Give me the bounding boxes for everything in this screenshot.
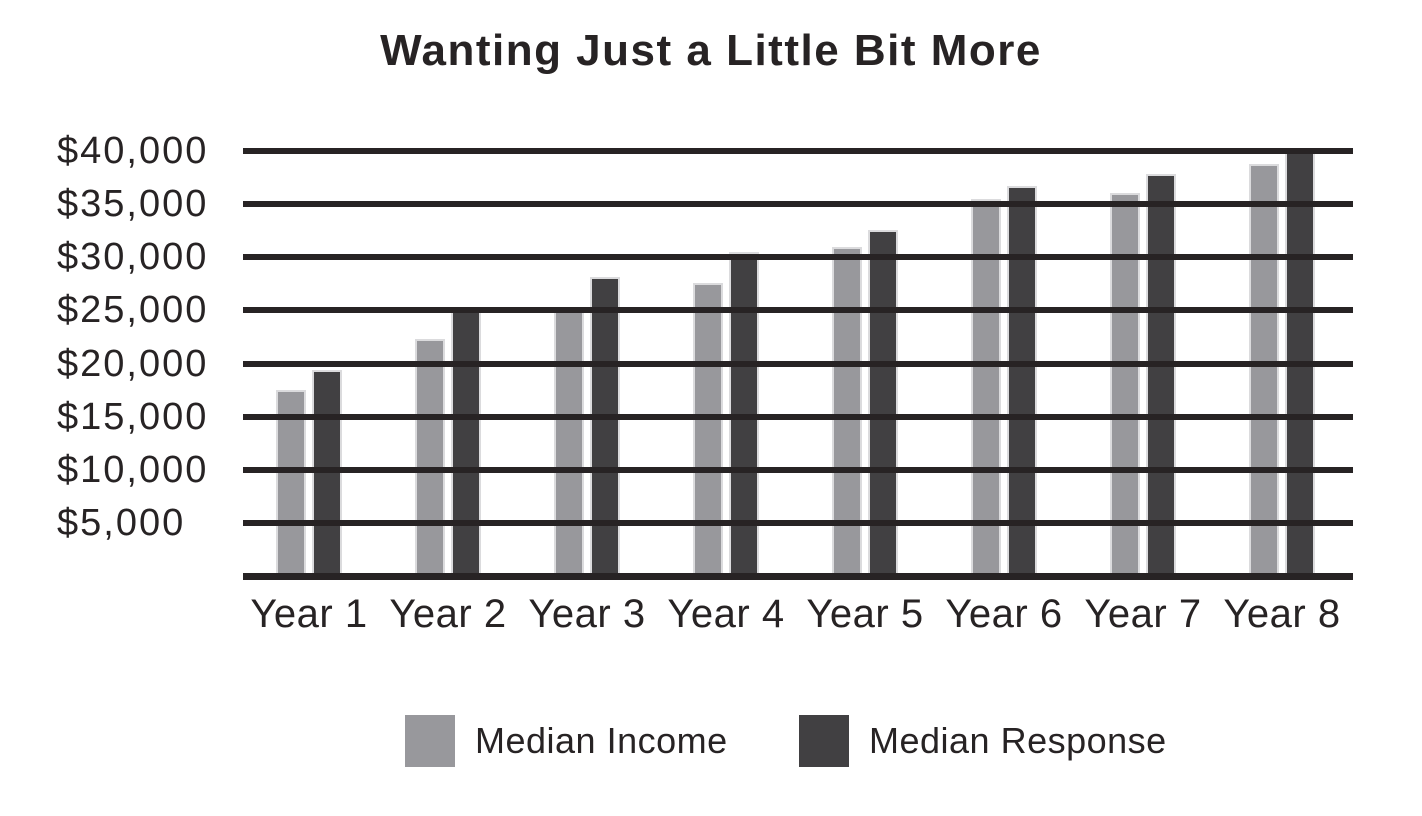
x-axis-tick-label: Year 2 [389, 592, 507, 636]
legend-item-median-response: Median Response [799, 715, 1167, 767]
gridline [243, 201, 1353, 208]
gridline [243, 254, 1353, 261]
bar-median-response [1146, 174, 1176, 576]
y-axis-tick-label: $5,000 [57, 501, 186, 544]
legend-swatch-median-response [799, 715, 849, 767]
legend-label-median-response: Median Response [869, 720, 1167, 761]
bar-median-response [451, 310, 481, 576]
bar-median-income [1249, 164, 1279, 576]
bar-median-income [971, 199, 1001, 576]
y-axis-tick-label: $20,000 [57, 342, 209, 385]
y-axis-tick-label: $35,000 [57, 183, 209, 226]
y-axis-tick-label: $25,000 [57, 289, 209, 332]
bar-median-income [693, 283, 723, 576]
x-axis-tick-label: Year 6 [945, 592, 1063, 636]
bar-median-income [832, 247, 862, 576]
y-axis-tick-label: $10,000 [57, 448, 209, 491]
gridline [243, 360, 1353, 367]
x-axis-tick-label: Year 7 [1084, 592, 1202, 636]
y-axis-tick-label: $30,000 [57, 236, 209, 279]
legend-swatch-median-income [405, 715, 455, 767]
legend-label-median-income: Median Income [475, 720, 728, 761]
bar-median-income [415, 339, 445, 576]
gridline [243, 519, 1353, 526]
y-axis-tick-label: $15,000 [57, 395, 209, 438]
chart-title: Wanting Just a Little Bit More [380, 26, 1042, 75]
gridline [243, 307, 1353, 314]
gridline [243, 413, 1353, 420]
bar-median-income [1110, 193, 1140, 576]
gridline [243, 466, 1353, 473]
plot-area [243, 148, 1353, 580]
x-axis-tick-label: Year 5 [806, 592, 924, 636]
bar-median-income [554, 311, 584, 576]
bar-median-response [1007, 186, 1037, 576]
x-axis-tick-label: Year 4 [667, 592, 785, 636]
x-axis-tick-label: Year 8 [1223, 592, 1341, 636]
y-axis-tick-label: $40,000 [57, 130, 209, 172]
x-axis-tick-label: Year 1 [250, 592, 368, 636]
x-axis-line [243, 573, 1353, 580]
gridline [243, 148, 1353, 154]
bar-median-response [312, 370, 342, 576]
legend-item-median-income: Median Income [405, 715, 728, 767]
bar-median-response [868, 230, 898, 576]
bar-median-income [276, 390, 306, 576]
bar-median-response [590, 277, 620, 576]
x-axis-tick-label: Year 3 [528, 592, 646, 636]
